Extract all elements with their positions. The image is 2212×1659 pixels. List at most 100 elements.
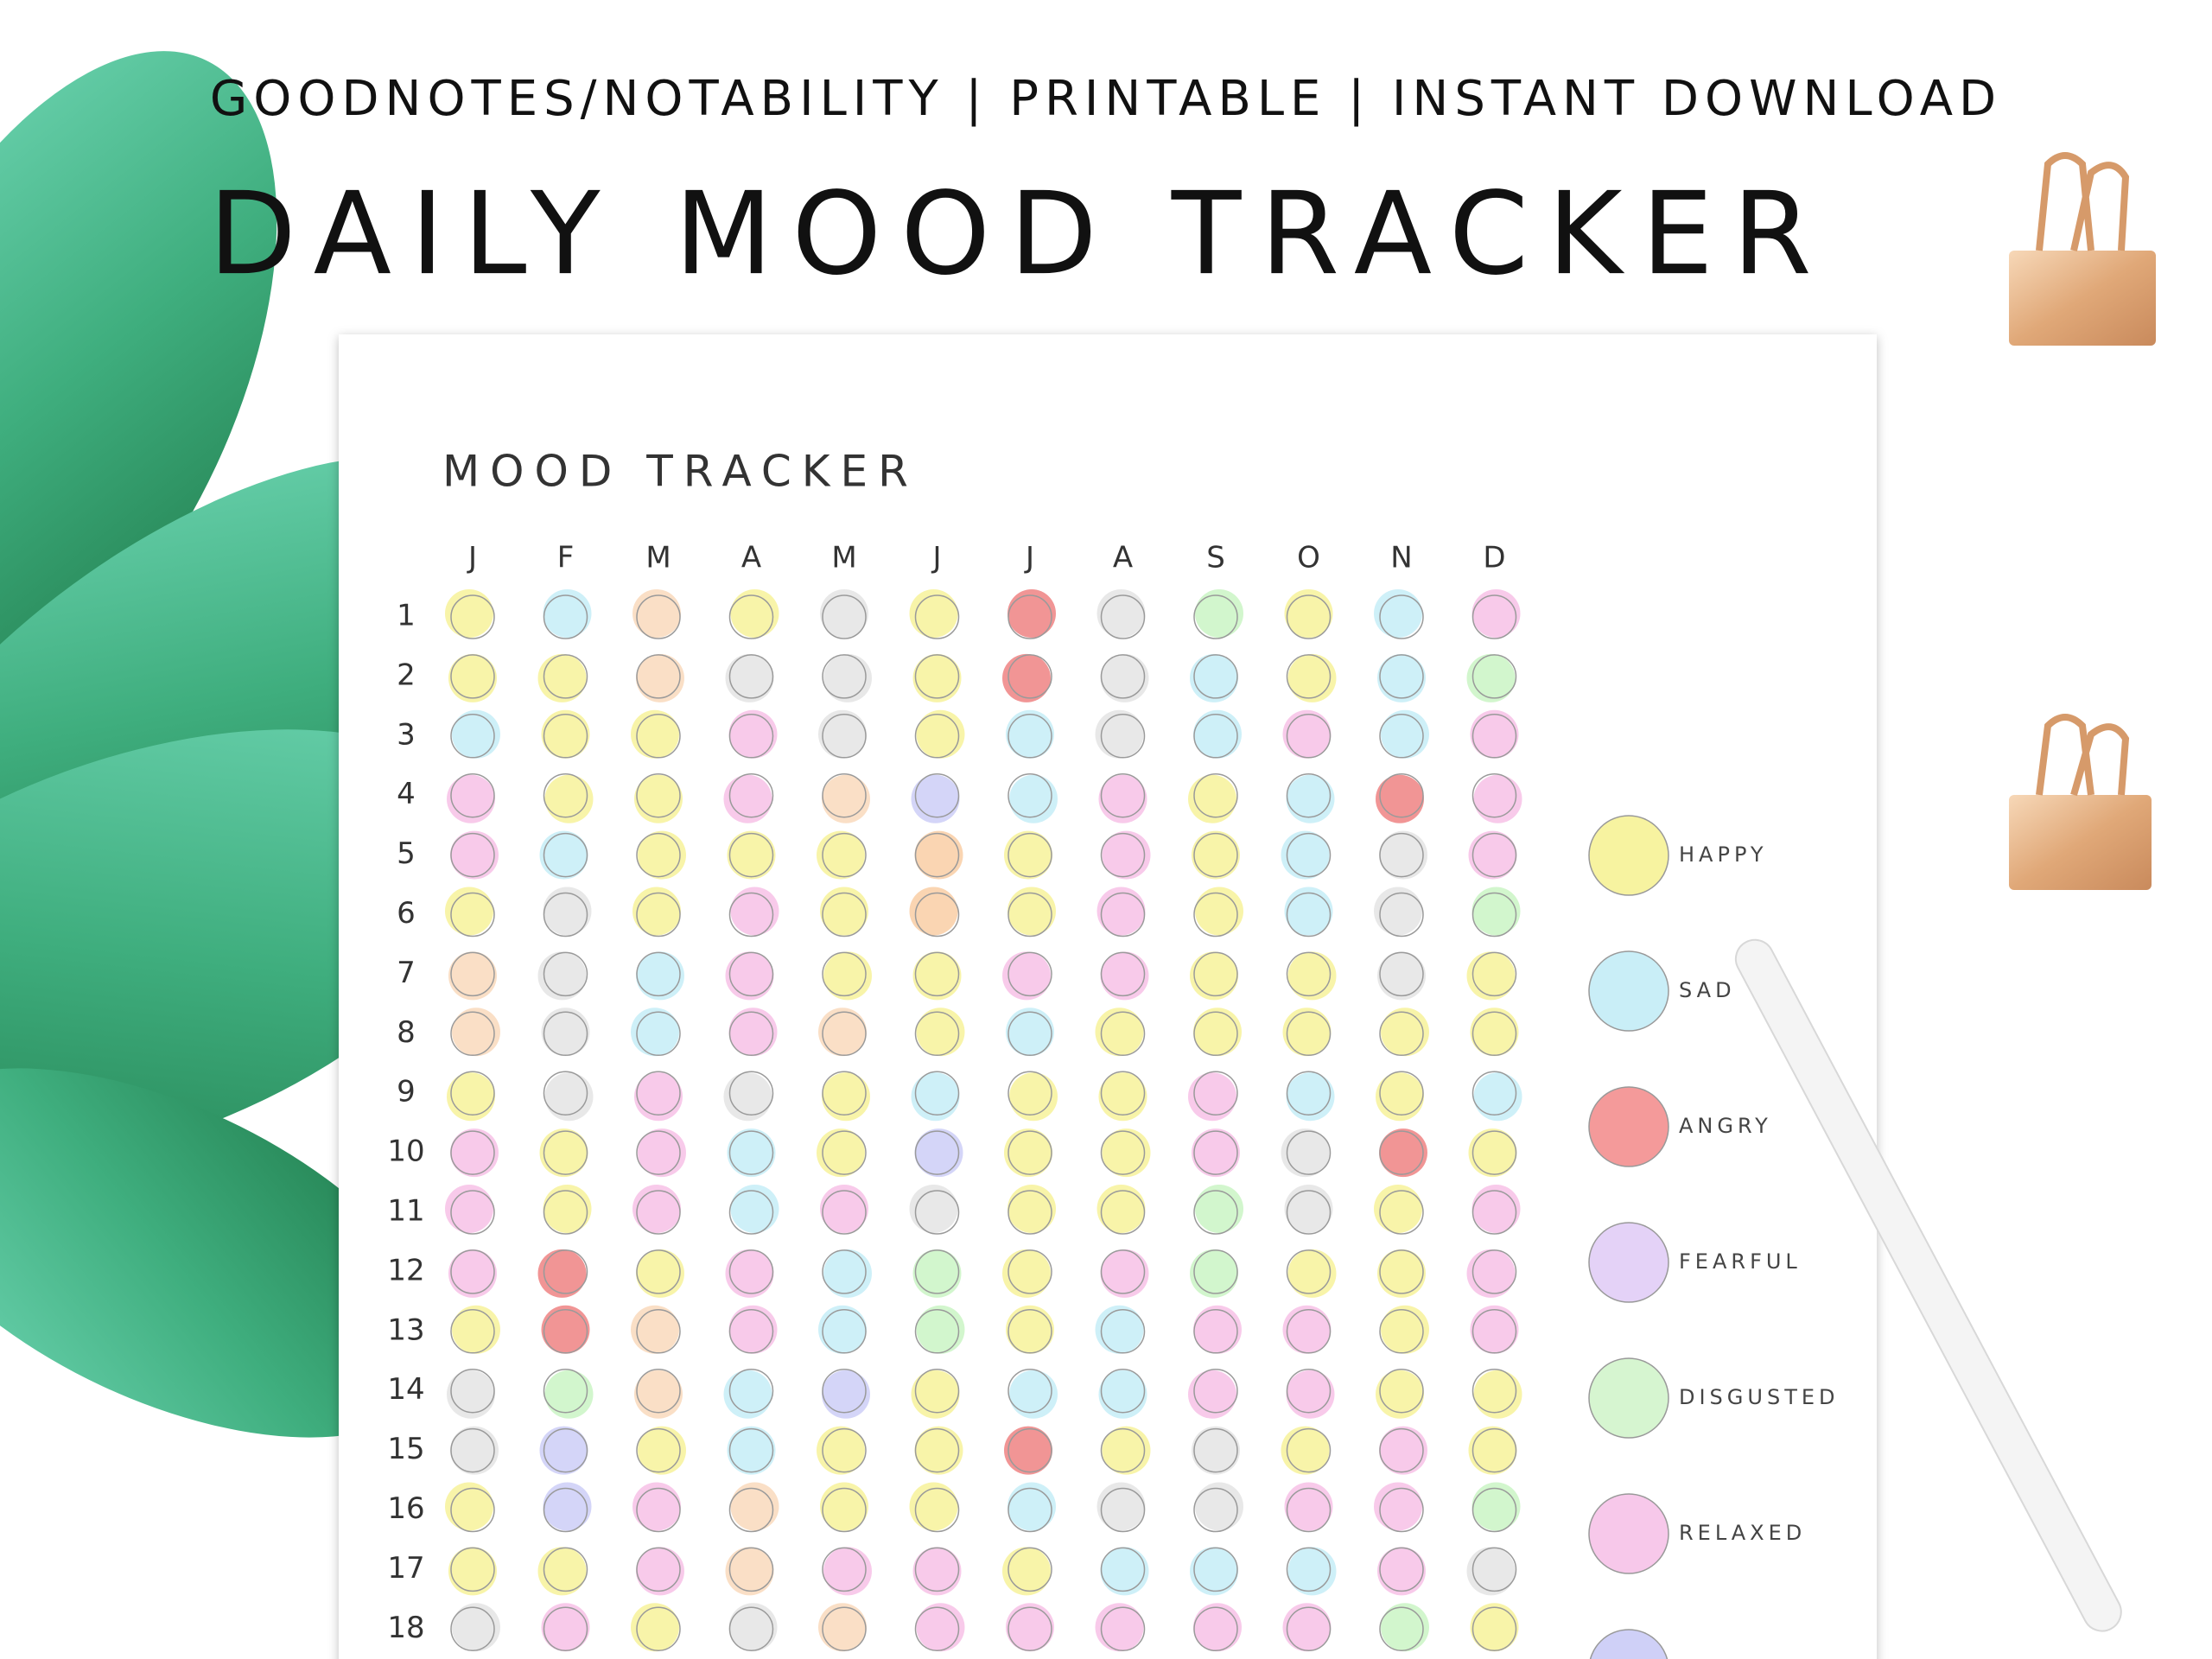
mood-outline	[822, 1071, 867, 1116]
mood-outline	[543, 1427, 588, 1473]
mood-outline	[728, 594, 774, 639]
mood-outline	[1286, 1606, 1332, 1652]
mood-fill	[730, 1185, 779, 1233]
mood-fill	[1466, 1547, 1516, 1596]
mood-fill	[1195, 1482, 1243, 1531]
mood-fill	[914, 830, 963, 880]
mood-outline	[1471, 1487, 1517, 1533]
mood-fill	[1470, 1305, 1519, 1354]
mood-fill	[909, 589, 958, 638]
mood-fill	[911, 1072, 960, 1122]
mood-outline	[822, 1130, 867, 1175]
mood-fill	[1188, 1370, 1236, 1419]
mood-fill	[1004, 1128, 1052, 1178]
mood-fill	[1007, 1185, 1056, 1233]
mood-fill	[541, 1603, 590, 1652]
mood-fill	[448, 653, 497, 702]
mood-fill	[725, 1547, 774, 1596]
mood-outline	[1286, 951, 1332, 997]
mood-fill	[1004, 1426, 1052, 1475]
legend-swatch	[1588, 950, 1669, 1032]
mood-outline	[822, 1487, 867, 1533]
mood-outline	[914, 772, 960, 818]
mood-fill	[1470, 709, 1519, 759]
mood-outline	[636, 654, 681, 699]
mood-outline	[1100, 594, 1146, 639]
mood-fill	[1281, 1426, 1330, 1475]
mood-fill	[634, 1072, 683, 1122]
mood-fill	[447, 1072, 495, 1122]
mood-outline	[914, 1130, 960, 1175]
mood-fill	[1102, 1128, 1151, 1178]
mood-outline	[1100, 1606, 1146, 1652]
mood-fill	[728, 709, 778, 759]
legend-label: SAD	[1679, 978, 1736, 1002]
mood-outline	[1379, 1487, 1424, 1533]
mood-fill	[544, 1072, 594, 1122]
mood-fill	[541, 709, 590, 759]
mood-fill	[912, 951, 962, 1001]
mood-fill	[1195, 589, 1243, 638]
mood-outline	[636, 1190, 681, 1235]
mood-outline	[543, 772, 588, 818]
mood-outline	[728, 1309, 774, 1354]
mood-outline	[822, 1606, 867, 1652]
day-label: 18	[387, 1611, 424, 1645]
mood-outline	[822, 1011, 867, 1057]
mood-fill	[541, 1007, 590, 1057]
tagline: GOODNOTES/NOTABILITY | PRINTABLE | INSTA…	[210, 71, 2002, 127]
mood-outline	[543, 1130, 588, 1175]
mood-outline	[1193, 1190, 1238, 1235]
mood-fill	[543, 589, 592, 638]
mood-outline	[822, 892, 867, 938]
mood-fill	[1376, 1072, 1424, 1122]
mood-outline	[1007, 1606, 1052, 1652]
month-label: N	[1390, 541, 1412, 575]
month-label: A	[1113, 541, 1133, 575]
mood-outline	[914, 1547, 960, 1592]
mood-outline	[1286, 832, 1332, 878]
mood-outline	[1193, 1606, 1238, 1652]
mood-fill	[1374, 589, 1422, 638]
mood-fill	[1006, 1305, 1054, 1354]
legend-label: ANGRY	[1679, 1114, 1772, 1138]
mood-outline	[822, 832, 867, 878]
mood-fill	[1192, 1128, 1240, 1178]
mood-fill	[1379, 1128, 1427, 1178]
mood-fill	[1100, 1547, 1149, 1596]
mood-outline	[914, 1071, 960, 1116]
day-label: 5	[397, 836, 416, 871]
mood-outline	[1286, 1071, 1332, 1116]
mood-fill	[1286, 1370, 1335, 1419]
mood-outline	[1471, 654, 1517, 699]
mood-fill	[1287, 1249, 1337, 1298]
mood-outline	[450, 1309, 495, 1354]
mood-fill	[730, 887, 779, 936]
mood-fill	[1190, 951, 1238, 1001]
mood-outline	[1379, 1130, 1424, 1175]
mood-outline	[1193, 1249, 1238, 1294]
mood-fill	[1098, 1072, 1147, 1122]
mood-outline	[728, 832, 774, 878]
mood-outline	[543, 832, 588, 878]
mood-fill	[1002, 1547, 1051, 1596]
mood-outline	[822, 1427, 867, 1473]
mood-outline	[1471, 832, 1517, 878]
mood-fill	[636, 1249, 684, 1298]
mood-fill	[1102, 830, 1151, 880]
mood-outline	[1100, 772, 1146, 818]
mood-fill	[1100, 951, 1149, 1001]
mood-fill	[631, 709, 679, 759]
mood-fill	[452, 709, 500, 759]
mood-fill	[1377, 1547, 1426, 1596]
mood-fill	[1193, 1603, 1242, 1652]
mood-fill	[1471, 887, 1521, 936]
day-label: 2	[397, 658, 416, 692]
mood-fill	[1009, 774, 1058, 823]
mood-outline	[1193, 714, 1238, 759]
mood-outline	[728, 1606, 774, 1652]
mood-fill	[1095, 1007, 1144, 1057]
mood-outline	[450, 892, 495, 938]
mood-fill	[1377, 653, 1426, 702]
